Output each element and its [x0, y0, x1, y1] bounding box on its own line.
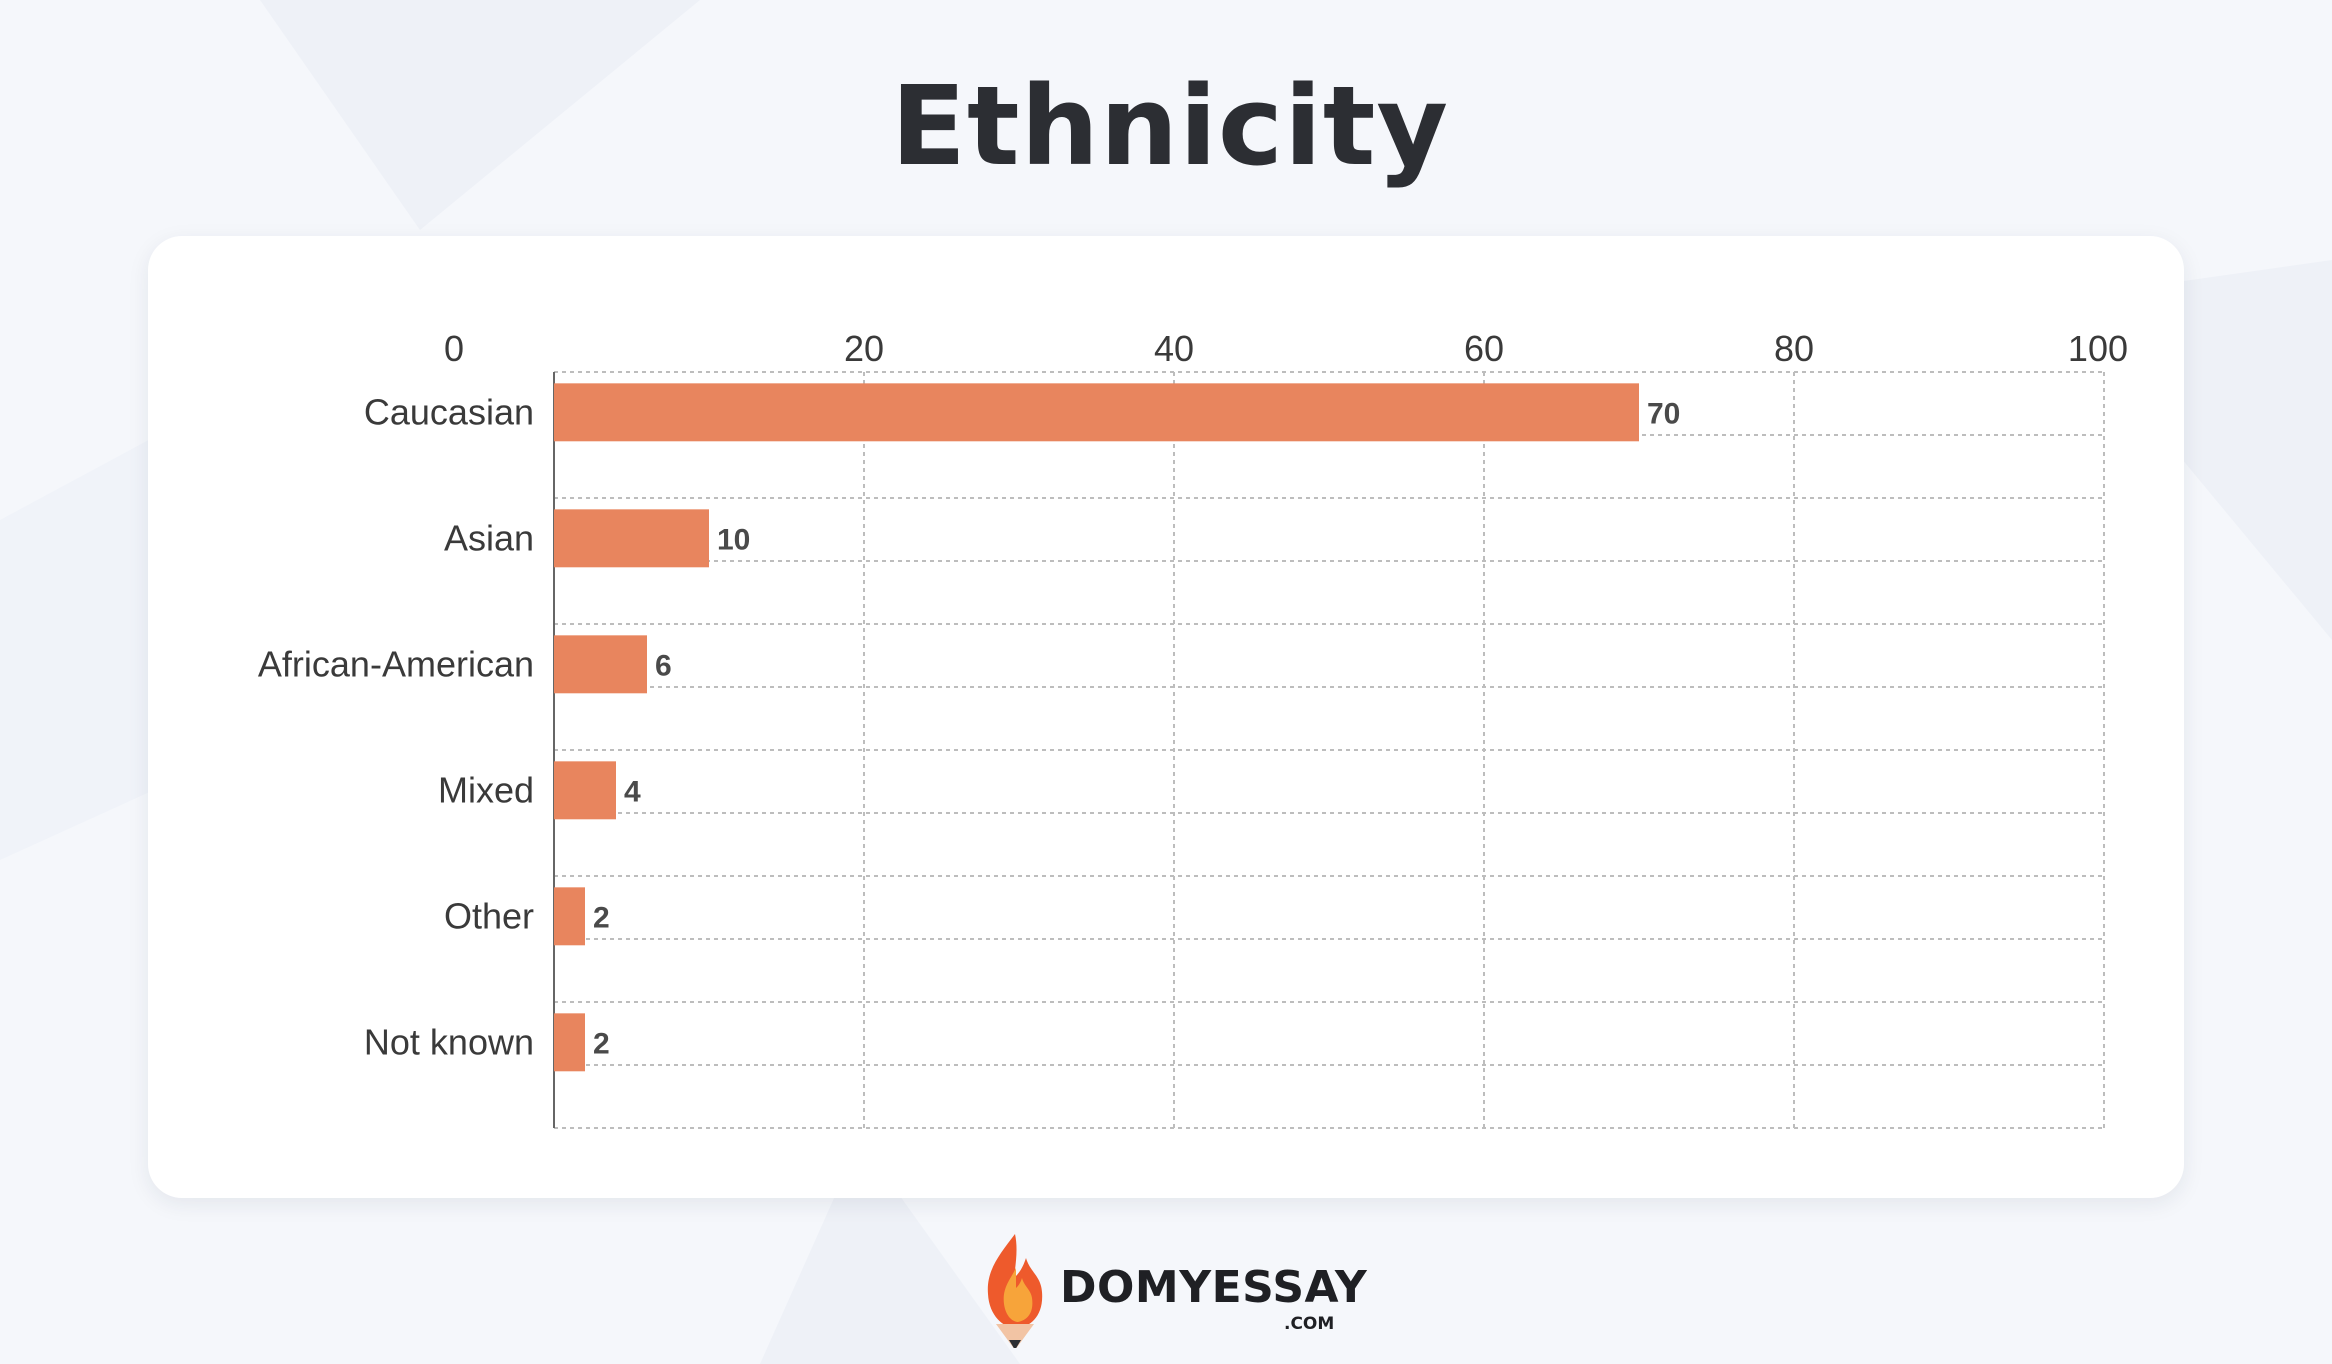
page-title: Ethnicity	[890, 62, 1450, 190]
x-tick-label: 20	[844, 328, 884, 369]
data-label: 2	[593, 901, 610, 934]
data-label: 4	[624, 775, 641, 808]
x-tick-label: 40	[1154, 328, 1194, 369]
bar	[554, 1013, 585, 1072]
category-label: Caucasian	[364, 391, 534, 432]
data-label: 2	[593, 1027, 610, 1060]
bar	[554, 761, 616, 820]
flame-pencil-icon	[987, 1234, 1043, 1348]
category-label: African-American	[258, 643, 534, 684]
chart-card: 0 20 40 60 80 100 Caucasian 70 Asian 10 African-Am…	[148, 236, 2184, 1198]
category-label: Not known	[364, 1021, 534, 1062]
category-label: Other	[444, 895, 534, 936]
x-tick-label: 100	[2068, 328, 2128, 369]
data-label: 6	[655, 649, 672, 682]
bar	[554, 887, 585, 946]
bar-chart: 0 20 40 60 80 100 Caucasian 70 Asian 10 African-Am…	[258, 328, 2128, 1129]
domyessay-logo[interactable]: DOMYESSAY .COM	[980, 1228, 1367, 1348]
category-label: Asian	[444, 517, 534, 558]
bar	[554, 383, 1639, 442]
brand-name: DOMYESSAY	[1060, 1262, 1368, 1313]
data-label: 70	[1647, 397, 1680, 430]
brand-suffix: .COM	[1284, 1314, 1335, 1334]
x-tick-label: 80	[1774, 328, 1814, 369]
data-label: 10	[717, 523, 750, 556]
bar	[554, 635, 647, 694]
x-tick-label: 0	[444, 328, 464, 369]
bar	[554, 509, 709, 568]
x-tick-label: 60	[1464, 328, 1504, 369]
category-label: Mixed	[438, 769, 534, 810]
